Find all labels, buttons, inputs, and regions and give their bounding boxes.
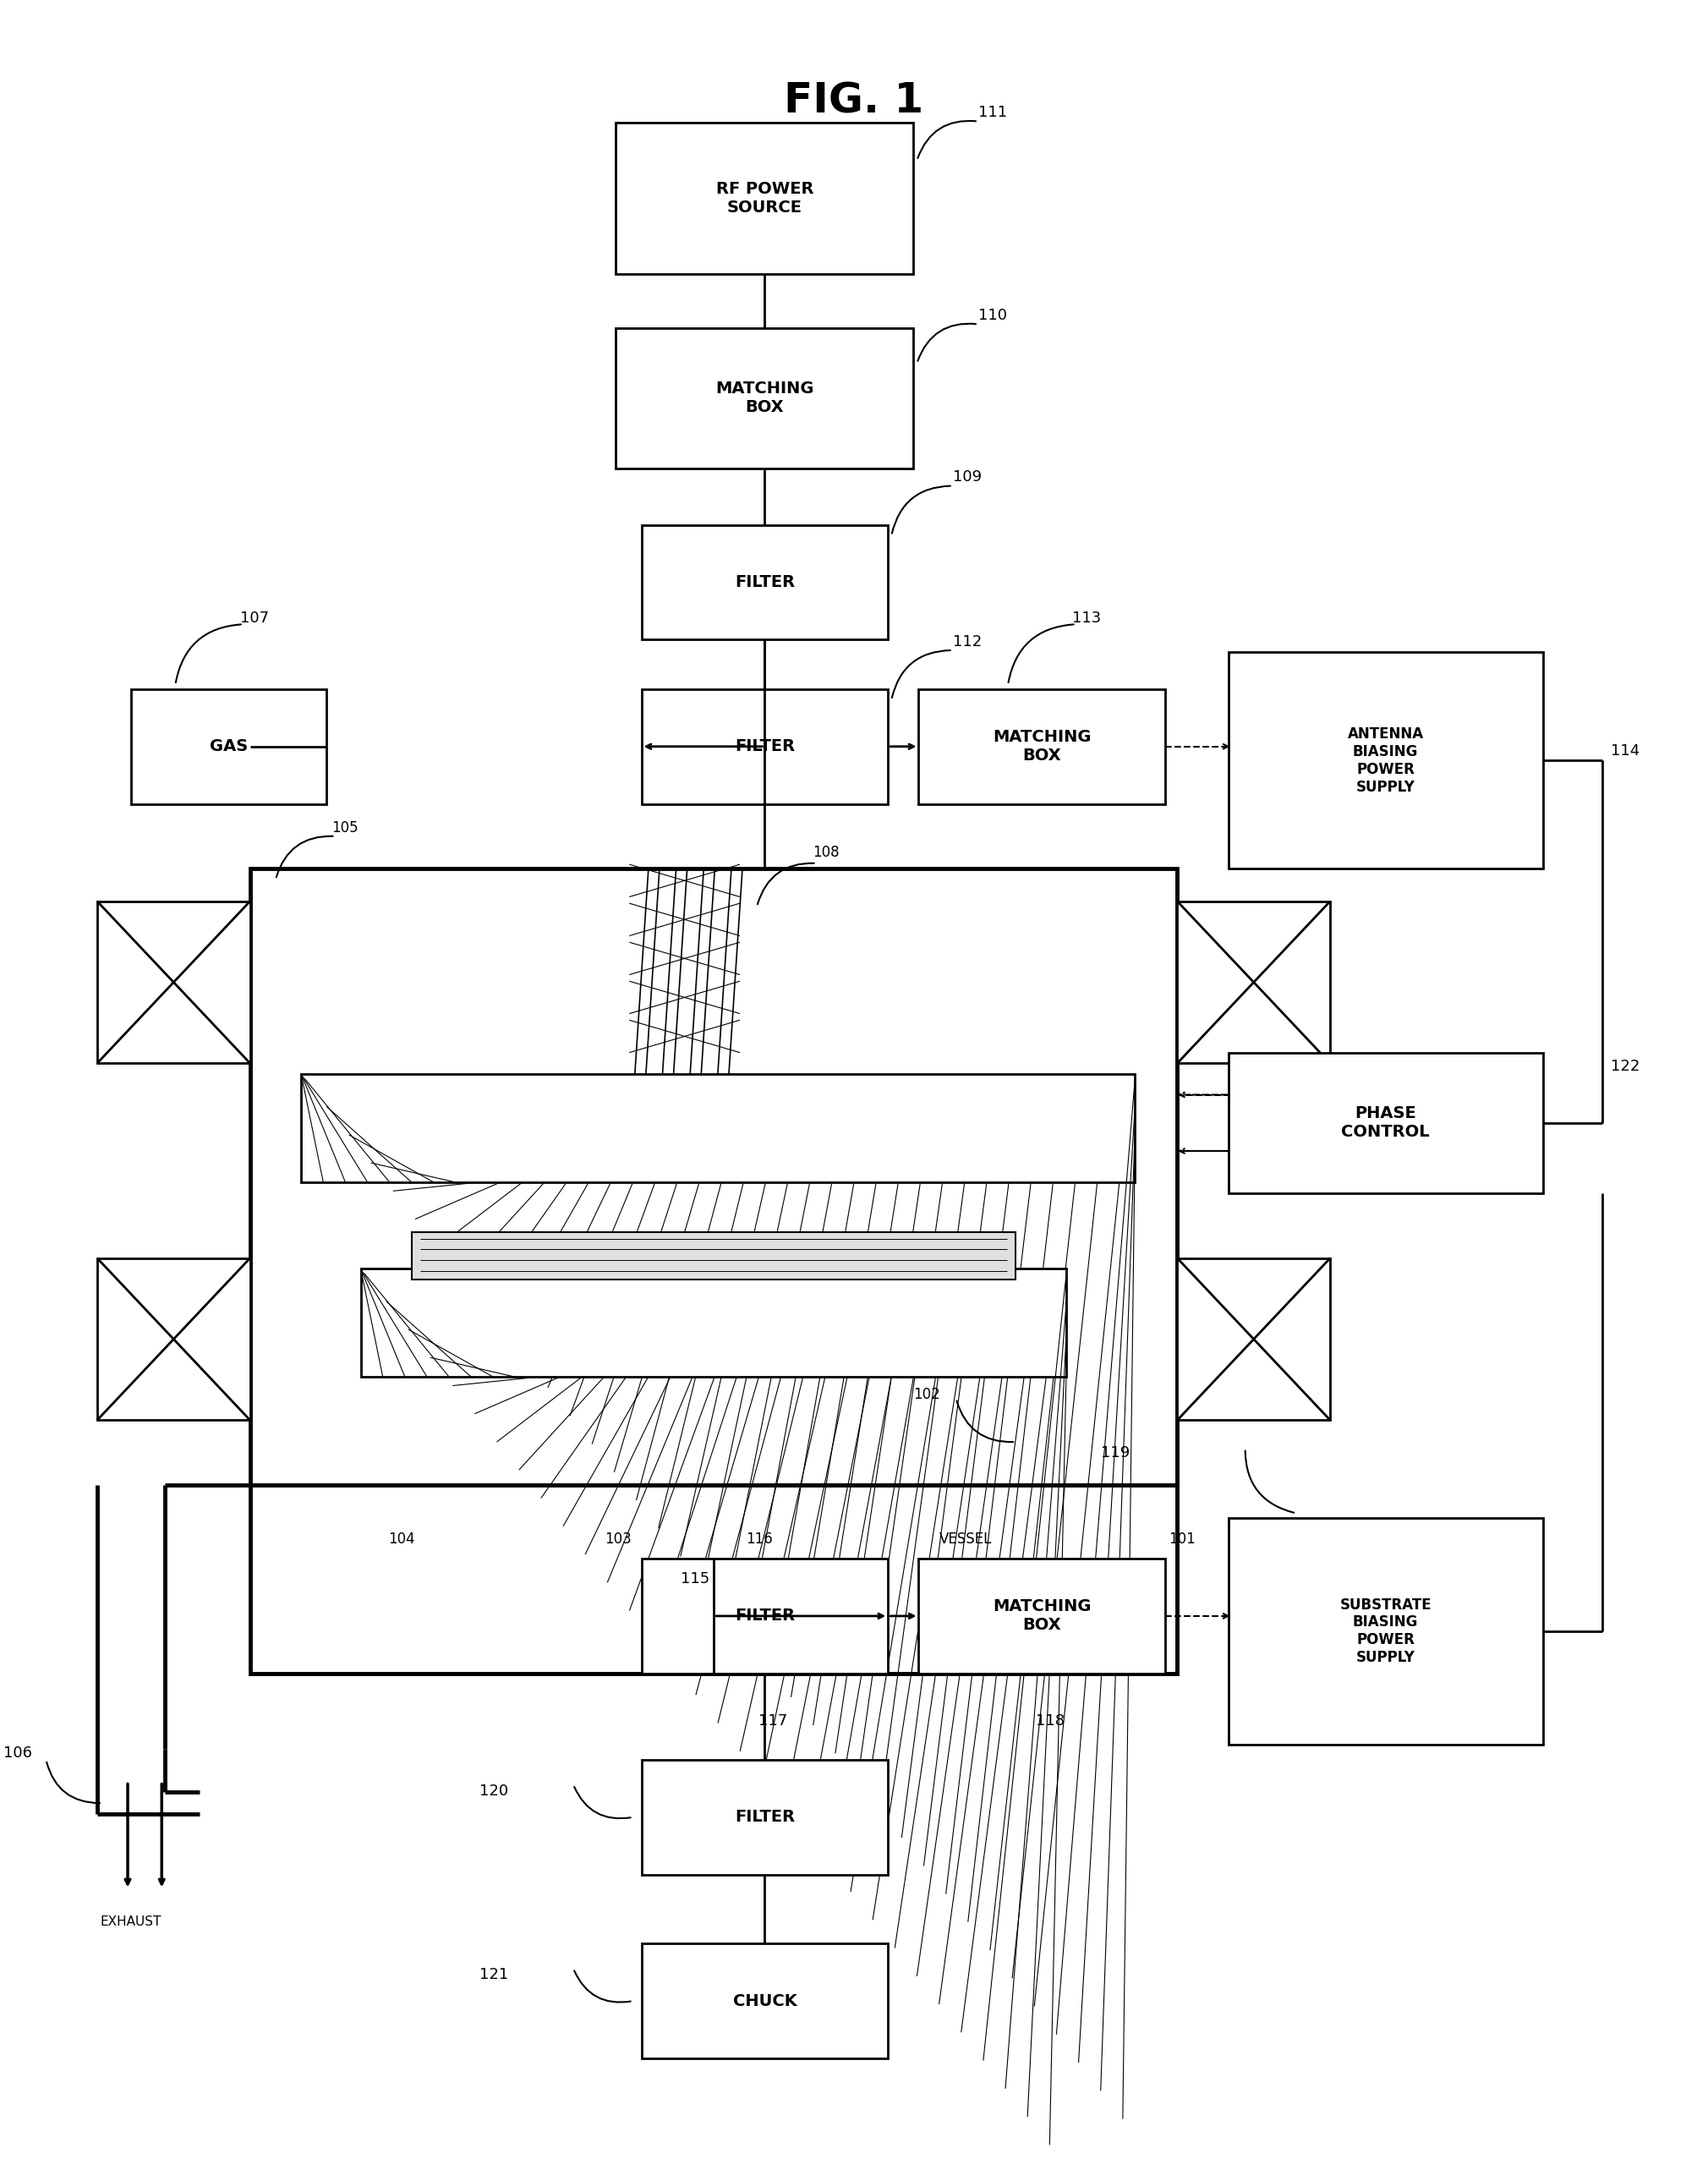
Bar	[617, 328, 914, 469]
Text: 121: 121	[480, 1968, 509, 1983]
Text: CHUCK: CHUCK	[733, 1992, 796, 2009]
Text: 119: 119	[1100, 1445, 1129, 1460]
Text: 108: 108	[813, 844, 840, 859]
Bar	[919, 690, 1165, 803]
Bar	[360, 1269, 1066, 1378]
Bar	[97, 901, 249, 1063]
Text: FIG. 1: FIG. 1	[784, 80, 924, 122]
Bar	[97, 1259, 249, 1419]
Bar	[412, 1233, 1016, 1280]
Text: VESSEL: VESSEL	[939, 1532, 992, 1547]
Text: 105: 105	[331, 820, 359, 835]
Text: GAS: GAS	[210, 738, 248, 755]
Text: MATCHING
BOX: MATCHING BOX	[992, 729, 1091, 764]
Bar	[642, 1944, 888, 2059]
Text: 117: 117	[758, 1714, 787, 1729]
Text: 109: 109	[953, 469, 982, 484]
Bar	[617, 122, 914, 273]
Bar	[1228, 1052, 1542, 1194]
Text: 112: 112	[953, 634, 982, 649]
Bar	[642, 525, 888, 640]
Text: PHASE
CONTROL: PHASE CONTROL	[1341, 1105, 1430, 1139]
Text: 106: 106	[3, 1745, 32, 1762]
Bar	[301, 1074, 1134, 1183]
Text: FILTER: FILTER	[734, 1810, 794, 1825]
Bar	[249, 868, 1177, 1484]
Text: 115: 115	[681, 1571, 709, 1586]
Text: 102: 102	[914, 1387, 941, 1402]
Text: 116: 116	[746, 1532, 774, 1547]
Bar	[1177, 1259, 1331, 1419]
Text: FILTER: FILTER	[734, 1608, 794, 1623]
Text: RF POWER
SOURCE: RF POWER SOURCE	[716, 180, 813, 215]
Bar	[642, 1558, 888, 1673]
Text: FILTER: FILTER	[734, 738, 794, 755]
Bar	[249, 1484, 1177, 1673]
Text: SUBSTRATE
BIASING
POWER
SUPPLY: SUBSTRATE BIASING POWER SUPPLY	[1339, 1597, 1431, 1664]
Bar	[132, 690, 326, 803]
Text: 107: 107	[239, 610, 268, 625]
Text: MATCHING
BOX: MATCHING BOX	[992, 1599, 1091, 1634]
Text: 114: 114	[1611, 744, 1640, 759]
Bar	[1228, 1517, 1542, 1745]
Text: 118: 118	[1037, 1714, 1064, 1729]
Text: 101: 101	[1168, 1532, 1196, 1547]
Text: EXHAUST: EXHAUST	[101, 1916, 162, 1929]
Text: 104: 104	[388, 1532, 415, 1547]
Bar	[642, 1760, 888, 1875]
Text: 113: 113	[1073, 610, 1102, 625]
Text: 103: 103	[605, 1532, 632, 1547]
Text: FILTER: FILTER	[734, 575, 794, 590]
Bar	[919, 1558, 1165, 1673]
Bar	[1228, 653, 1542, 868]
Bar	[642, 690, 888, 803]
Text: 110: 110	[979, 308, 1008, 323]
Text: 122: 122	[1611, 1059, 1640, 1074]
Text: 111: 111	[979, 104, 1008, 119]
Text: ANTENNA
BIASING
POWER
SUPPLY: ANTENNA BIASING POWER SUPPLY	[1348, 727, 1424, 794]
Text: MATCHING
BOX: MATCHING BOX	[716, 382, 815, 417]
Bar	[1177, 901, 1331, 1063]
Text: 120: 120	[480, 1784, 509, 1799]
